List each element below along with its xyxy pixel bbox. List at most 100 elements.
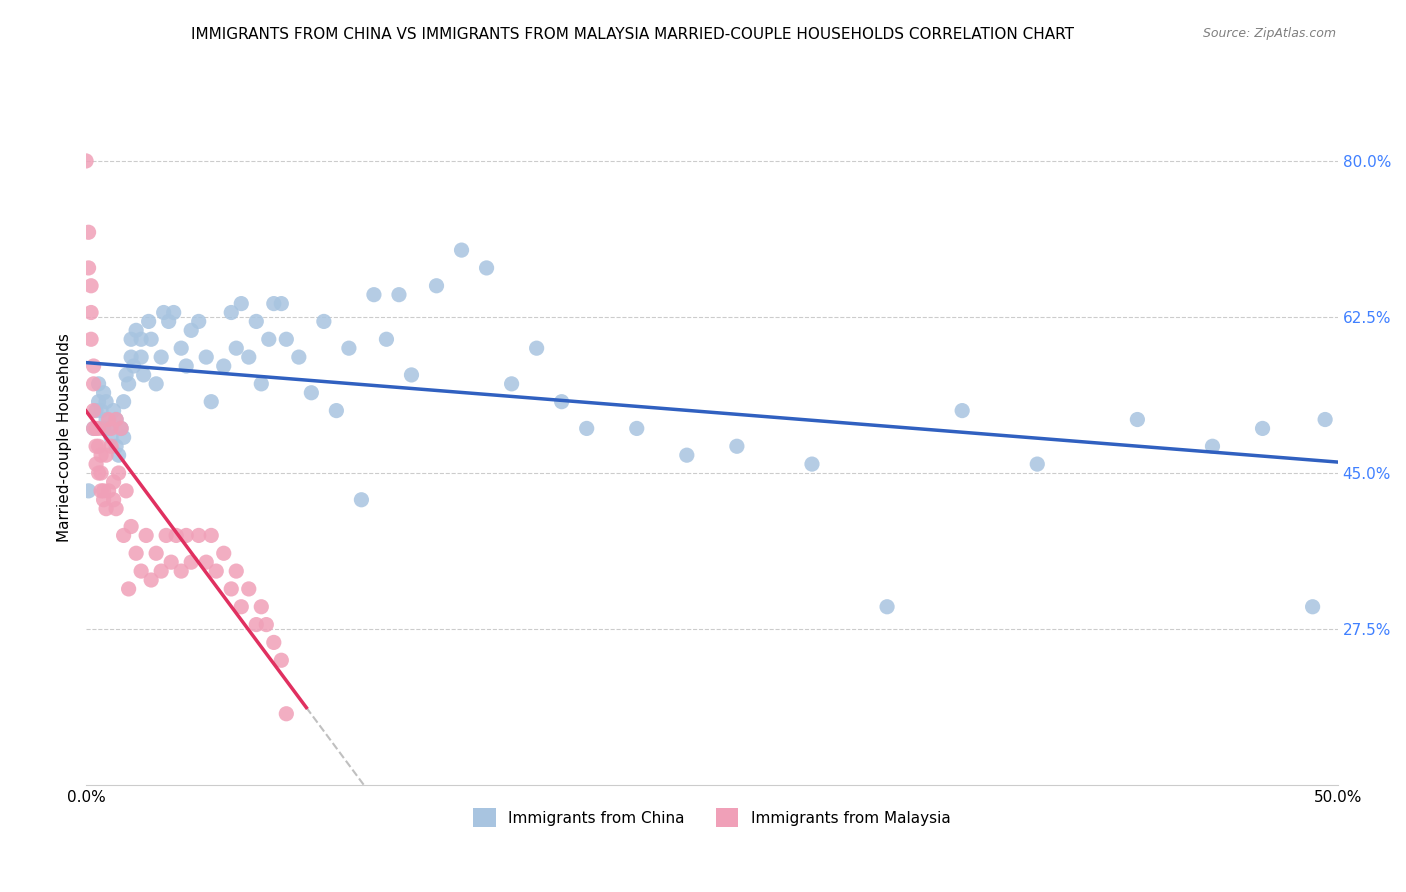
Immigrants from Malaysia bbox=[187, 528, 209, 542]
Immigrants from Malaysia bbox=[160, 555, 183, 569]
Immigrants from China bbox=[187, 314, 209, 328]
Immigrants from China bbox=[1126, 412, 1149, 426]
Immigrants from China bbox=[526, 341, 548, 355]
Immigrants from China bbox=[231, 296, 253, 310]
Legend: Immigrants from China, Immigrants from Malaysia: Immigrants from China, Immigrants from M… bbox=[467, 802, 956, 833]
Immigrants from Malaysia bbox=[94, 448, 117, 462]
Immigrants from China bbox=[219, 305, 242, 319]
Immigrants from Malaysia bbox=[120, 519, 142, 533]
Immigrants from Malaysia bbox=[84, 439, 107, 453]
Immigrants from Malaysia bbox=[110, 421, 132, 435]
Immigrants from Malaysia bbox=[155, 528, 177, 542]
Immigrants from Malaysia bbox=[238, 582, 260, 596]
Immigrants from China bbox=[141, 332, 163, 346]
Immigrants from China bbox=[375, 332, 398, 346]
Immigrants from Malaysia bbox=[254, 617, 277, 632]
Immigrants from China bbox=[77, 483, 100, 498]
Immigrants from Malaysia bbox=[100, 421, 122, 435]
Immigrants from Malaysia bbox=[105, 412, 128, 426]
Immigrants from China bbox=[450, 243, 472, 257]
Immigrants from China bbox=[299, 385, 322, 400]
Immigrants from Malaysia bbox=[180, 555, 202, 569]
Immigrants from Malaysia bbox=[125, 546, 148, 560]
Immigrants from China bbox=[276, 332, 298, 346]
Immigrants from China bbox=[270, 296, 292, 310]
Immigrants from Malaysia bbox=[276, 706, 298, 721]
Immigrants from China bbox=[626, 421, 648, 435]
Immigrants from Malaysia bbox=[93, 492, 115, 507]
Immigrants from Malaysia bbox=[200, 528, 222, 542]
Immigrants from Malaysia bbox=[84, 421, 107, 435]
Immigrants from China bbox=[112, 394, 135, 409]
Immigrants from China bbox=[180, 323, 202, 337]
Immigrants from China bbox=[93, 385, 115, 400]
Immigrants from Malaysia bbox=[105, 501, 128, 516]
Immigrants from China bbox=[90, 403, 112, 417]
Immigrants from China bbox=[250, 376, 273, 391]
Immigrants from Malaysia bbox=[83, 359, 105, 373]
Immigrants from China bbox=[157, 314, 180, 328]
Immigrants from China bbox=[110, 421, 132, 435]
Immigrants from Malaysia bbox=[250, 599, 273, 614]
Immigrants from China bbox=[388, 287, 411, 301]
Immigrants from China bbox=[94, 394, 117, 409]
Immigrants from Malaysia bbox=[129, 564, 152, 578]
Immigrants from China bbox=[425, 278, 447, 293]
Immigrants from China bbox=[125, 323, 148, 337]
Immigrants from Malaysia bbox=[83, 376, 105, 391]
Immigrants from China bbox=[312, 314, 335, 328]
Immigrants from China bbox=[163, 305, 186, 319]
Immigrants from Malaysia bbox=[145, 546, 167, 560]
Immigrants from China bbox=[120, 332, 142, 346]
Immigrants from Malaysia bbox=[90, 483, 112, 498]
Immigrants from China bbox=[363, 287, 385, 301]
Immigrants from China bbox=[325, 403, 347, 417]
Immigrants from Malaysia bbox=[87, 466, 110, 480]
Immigrants from Malaysia bbox=[107, 466, 129, 480]
Immigrants from China bbox=[115, 368, 138, 382]
Y-axis label: Married-couple Households: Married-couple Households bbox=[58, 333, 72, 541]
Immigrants from China bbox=[117, 376, 139, 391]
Immigrants from Malaysia bbox=[93, 483, 115, 498]
Immigrants from China bbox=[1302, 599, 1324, 614]
Immigrants from China bbox=[107, 448, 129, 462]
Immigrants from China bbox=[350, 492, 373, 507]
Immigrants from Malaysia bbox=[80, 278, 103, 293]
Immigrants from Malaysia bbox=[80, 305, 103, 319]
Immigrants from China bbox=[132, 368, 155, 382]
Immigrants from Malaysia bbox=[212, 546, 235, 560]
Immigrants from Malaysia bbox=[87, 421, 110, 435]
Immigrants from China bbox=[170, 341, 193, 355]
Immigrants from China bbox=[105, 412, 128, 426]
Immigrants from Malaysia bbox=[174, 528, 197, 542]
Immigrants from China bbox=[238, 350, 260, 364]
Immigrants from Malaysia bbox=[100, 439, 122, 453]
Text: IMMIGRANTS FROM CHINA VS IMMIGRANTS FROM MALAYSIA MARRIED-COUPLE HOUSEHOLDS CORR: IMMIGRANTS FROM CHINA VS IMMIGRANTS FROM… bbox=[191, 27, 1074, 42]
Immigrants from Malaysia bbox=[135, 528, 157, 542]
Immigrants from Malaysia bbox=[165, 528, 187, 542]
Immigrants from Malaysia bbox=[75, 153, 97, 168]
Immigrants from China bbox=[195, 350, 218, 364]
Immigrants from China bbox=[725, 439, 748, 453]
Immigrants from Malaysia bbox=[90, 466, 112, 480]
Immigrants from Malaysia bbox=[94, 501, 117, 516]
Immigrants from China bbox=[103, 403, 125, 417]
Immigrants from China bbox=[122, 359, 145, 373]
Immigrants from Malaysia bbox=[219, 582, 242, 596]
Immigrants from China bbox=[675, 448, 697, 462]
Immigrants from Malaysia bbox=[97, 412, 120, 426]
Immigrants from China bbox=[150, 350, 173, 364]
Immigrants from Malaysia bbox=[83, 421, 105, 435]
Immigrants from China bbox=[93, 421, 115, 435]
Immigrants from Malaysia bbox=[103, 475, 125, 489]
Immigrants from Malaysia bbox=[141, 573, 163, 587]
Immigrants from Malaysia bbox=[115, 483, 138, 498]
Immigrants from China bbox=[550, 394, 572, 409]
Immigrants from China bbox=[288, 350, 311, 364]
Immigrants from Malaysia bbox=[117, 582, 139, 596]
Immigrants from China bbox=[112, 430, 135, 444]
Immigrants from Malaysia bbox=[83, 403, 105, 417]
Immigrants from Malaysia bbox=[270, 653, 292, 667]
Immigrants from China bbox=[138, 314, 160, 328]
Immigrants from China bbox=[174, 359, 197, 373]
